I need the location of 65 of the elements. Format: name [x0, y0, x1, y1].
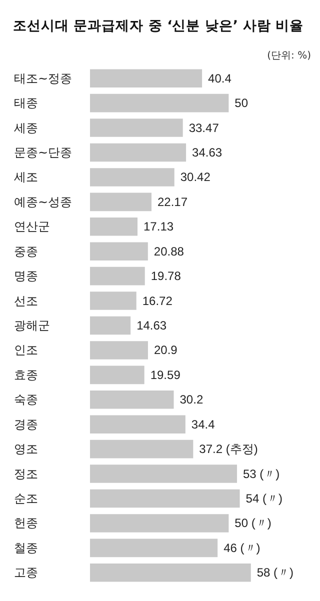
bar [90, 464, 237, 483]
data-label: 20.9 [154, 343, 178, 358]
data-label: 30.42 [180, 170, 211, 184]
data-label: 14.63 [136, 318, 167, 332]
data-label: 34.63 [192, 146, 222, 160]
bar [90, 118, 183, 137]
data-label: 40.4 [208, 71, 232, 86]
bar [90, 341, 148, 360]
y-tick-label: 선조 [14, 294, 38, 308]
bar [90, 192, 152, 212]
data-label: 16.72 [142, 294, 173, 308]
bar [90, 316, 131, 335]
bar [90, 538, 218, 558]
data-label: 33.47 [188, 120, 220, 135]
bar [90, 242, 148, 260]
bar [90, 390, 174, 409]
y-tick-label: 세종 [14, 120, 38, 135]
y-tick-label: 인조 [14, 343, 38, 358]
y-tick-label: 세조 [14, 170, 38, 184]
y-tick-label: 효종 [14, 368, 38, 382]
bar [90, 218, 138, 236]
data-label: 53 (〃) [243, 466, 280, 481]
y-tick-label: 문종~단종 [14, 146, 72, 160]
data-label: 58 (〃) [256, 566, 294, 580]
bar [90, 415, 186, 434]
data-label: 46 (〃) [224, 540, 260, 555]
bar [90, 489, 240, 508]
y-tick-label: 숙종 [14, 392, 38, 407]
y-tick-label: 명종 [14, 269, 38, 284]
y-tick-label: 철종 [14, 540, 38, 555]
data-label: 50 (〃) [234, 516, 272, 530]
text: (단위: %) [267, 50, 312, 62]
y-tick-label: 헌종 [14, 516, 38, 530]
data-label: 19.59 [150, 368, 181, 382]
y-tick-label: 정조 [14, 466, 38, 481]
bar [90, 69, 202, 88]
y-tick-label: 고종 [14, 566, 38, 580]
y-tick-label: 태조~정종 [14, 71, 72, 86]
y-tick-label: 중종 [14, 244, 38, 258]
bar [90, 440, 194, 458]
data-label: 19.78 [150, 269, 182, 284]
data-label: 17.13 [144, 220, 174, 234]
y-tick-label: 영조 [14, 442, 38, 456]
data-label: 37.2 (추정) [199, 442, 258, 456]
y-tick-label: 광해군 [14, 318, 50, 332]
bar [90, 564, 251, 582]
bar [90, 266, 145, 286]
bar [90, 94, 229, 112]
data-label: 50 [234, 96, 248, 110]
data-label: 34.4 [191, 417, 216, 432]
bar [90, 366, 144, 384]
y-tick-label: 순조 [14, 492, 38, 506]
y-tick-label: 연산군 [14, 220, 50, 234]
y-tick-label: 예종~성종 [14, 194, 72, 209]
y-tick-label: 태종 [14, 96, 38, 110]
bar [90, 168, 174, 186]
bar [90, 143, 186, 162]
data-label: 22.17 [157, 194, 188, 209]
data-label: 54 (〃) [246, 492, 282, 506]
chart-title: 조선시대 문과급제자 중 ‘신분 낮은’ 사람 비율 [13, 18, 304, 34]
data-label: 30.2 [180, 392, 204, 407]
bar [90, 292, 136, 310]
data-label: 20.88 [154, 244, 184, 258]
y-tick-label: 경종 [14, 417, 38, 432]
bar [90, 514, 229, 532]
